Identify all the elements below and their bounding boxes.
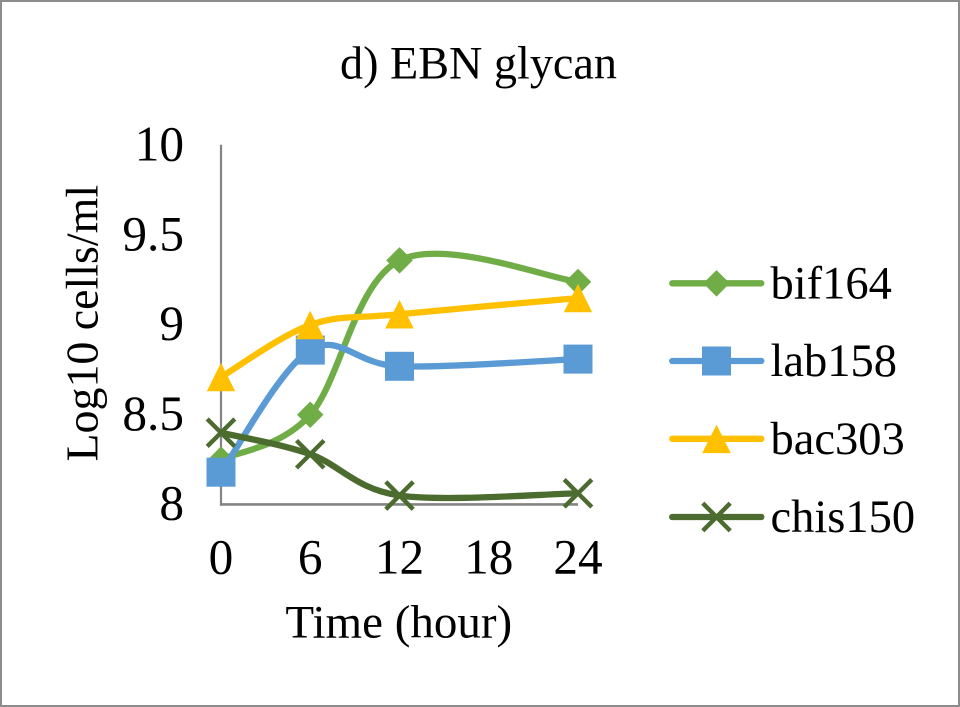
svg-text:Log10 cells/ml: Log10 cells/ml — [57, 185, 108, 462]
svg-text:18: 18 — [464, 530, 513, 585]
svg-text:8: 8 — [159, 476, 184, 531]
svg-text:24: 24 — [553, 530, 602, 585]
svg-text:9: 9 — [159, 296, 184, 351]
svg-text:bif164: bif164 — [771, 259, 892, 310]
svg-text:0: 0 — [209, 530, 234, 585]
svg-text:Time (hour): Time (hour) — [285, 596, 512, 648]
svg-text:chis150: chis150 — [771, 492, 916, 543]
svg-text:8.5: 8.5 — [122, 386, 184, 441]
svg-text:6: 6 — [298, 530, 323, 585]
svg-text:d) EBN glycan: d) EBN glycan — [340, 37, 617, 88]
svg-text:lab158: lab158 — [771, 336, 898, 387]
svg-text:9.5: 9.5 — [122, 206, 184, 261]
svg-text:bac303: bac303 — [771, 414, 905, 465]
svg-text:12: 12 — [375, 530, 424, 585]
svg-text:10: 10 — [135, 117, 184, 172]
